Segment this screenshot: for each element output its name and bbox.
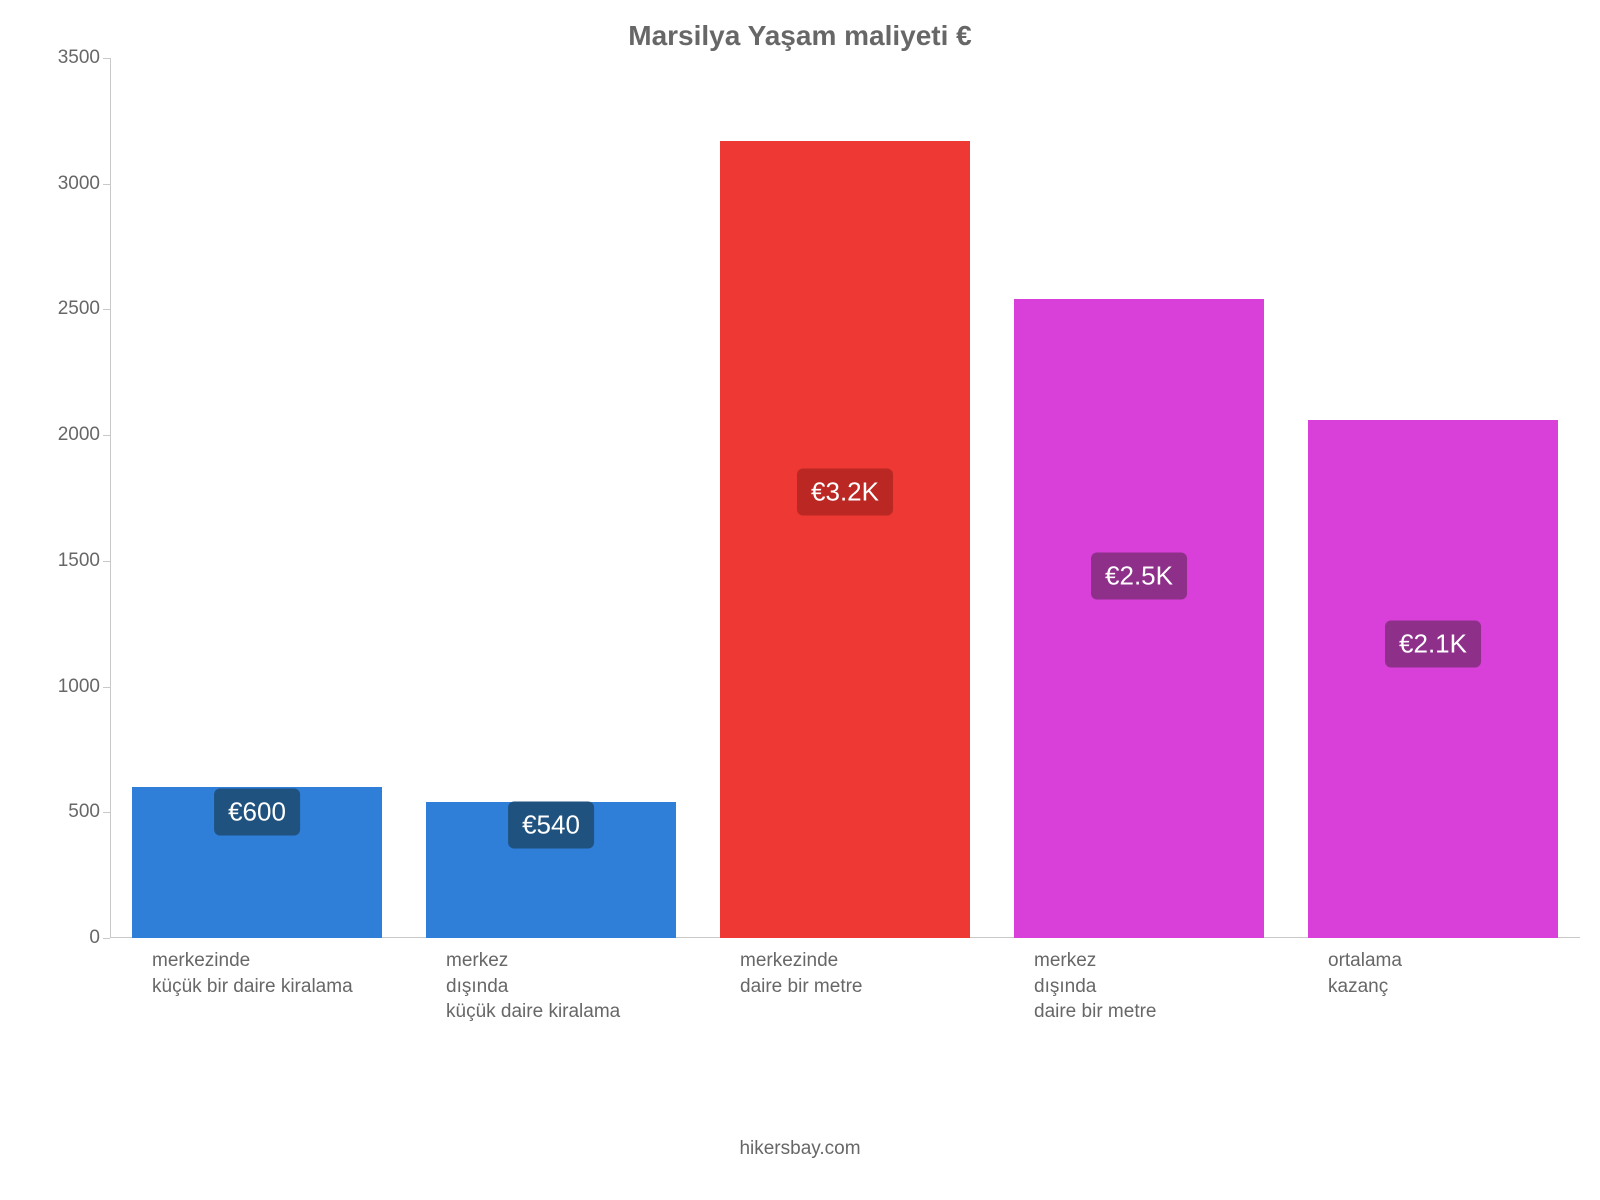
x-axis-label: ortalamakazanç (1328, 948, 1538, 999)
x-axis-label-line: merkezinde (152, 948, 362, 974)
y-tick-mark (103, 561, 110, 562)
y-tick-mark (103, 435, 110, 436)
x-axis-label: merkezindeküçük bir daire kiralama (152, 948, 362, 999)
x-axis-label-line: merkez (446, 948, 656, 974)
x-axis-label-line: kazanç (1328, 974, 1538, 1000)
bar-value-label: €540 (508, 801, 594, 848)
x-axis-label-line: küçük daire kiralama (446, 999, 656, 1025)
x-axis-label-line: daire bir metre (1034, 999, 1244, 1025)
y-tick-label: 3500 (58, 47, 100, 69)
bar (720, 141, 970, 938)
y-tick-mark (103, 938, 110, 939)
x-axis-label-line: dışında (1034, 974, 1244, 1000)
x-axis-labels: merkezindeküçük bir daire kiralamamerkez… (110, 948, 1580, 1068)
bar (1014, 299, 1264, 938)
x-axis-label: merkezindedaire bir metre (740, 948, 950, 999)
y-tick-label: 1500 (58, 550, 100, 572)
bar-value-label: €600 (214, 789, 300, 836)
chart-title: Marsilya Yaşam maliyeti € (40, 20, 1560, 52)
x-axis-label-line: merkezinde (740, 948, 950, 974)
x-axis-label-line: ortalama (1328, 948, 1538, 974)
attribution-text: hikersbay.com (0, 1138, 1600, 1160)
bar-value-label: €3.2K (797, 468, 893, 515)
y-tick-label: 1000 (58, 676, 100, 698)
bar-value-label: €2.1K (1385, 620, 1481, 667)
x-axis-label: merkezdışındaküçük daire kiralama (446, 948, 656, 1025)
x-axis-label: merkezdışındadaire bir metre (1034, 948, 1244, 1025)
y-tick-label: 0 (89, 927, 100, 949)
x-axis-label-line: küçük bir daire kiralama (152, 974, 362, 1000)
y-tick-label: 2000 (58, 424, 100, 446)
bar (1308, 420, 1558, 938)
y-tick-label: 2500 (58, 298, 100, 320)
x-axis-label-line: daire bir metre (740, 974, 950, 1000)
y-tick-label: 3000 (58, 173, 100, 195)
x-axis-label-line: merkez (1034, 948, 1244, 974)
bar-value-label: €2.5K (1091, 552, 1187, 599)
y-tick-mark (103, 687, 110, 688)
bars-container: €600 €540 €3.2K €2.5K €2.1K (110, 58, 1580, 938)
x-axis-label-line: dışında (446, 974, 656, 1000)
plot-area: €600€540€3.2K€2.5K€2.1K 0500100015002000… (110, 58, 1580, 938)
y-tick-mark (103, 812, 110, 813)
y-tick-mark (103, 184, 110, 185)
y-tick-mark (103, 309, 110, 310)
cost-of-living-chart: Marsilya Yaşam maliyeti € €600€540€3.2K€… (0, 0, 1600, 1200)
y-tick-mark (103, 58, 110, 59)
y-tick-label: 500 (68, 801, 100, 823)
